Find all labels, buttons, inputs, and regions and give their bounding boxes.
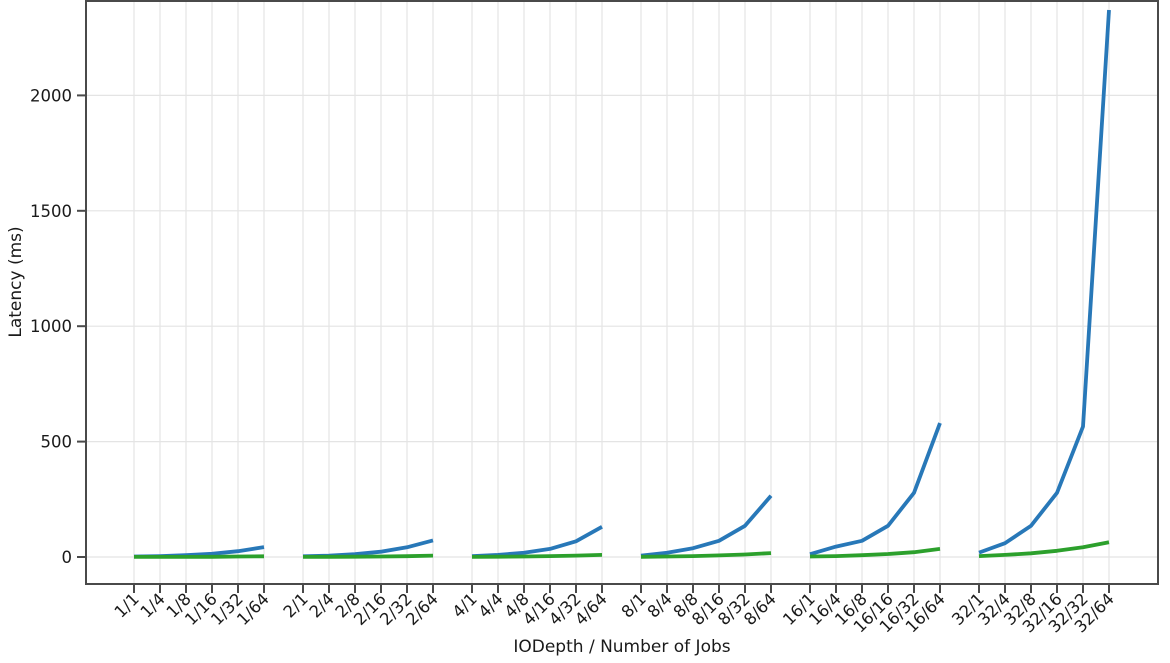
horizontal-gridlines — [86, 94, 1158, 558]
y-tick-label: 0 — [62, 548, 73, 567]
x-tick-marks — [133, 585, 1110, 593]
y-tick-marks — [77, 94, 85, 558]
y-tick-labels: 0 500 1000 1500 2000 — [30, 86, 72, 567]
series-line-green-group-3 — [640, 551, 772, 559]
y-tick-label: 2000 — [30, 86, 72, 105]
series-line-green-group-4 — [809, 547, 941, 559]
series-line-blue-group-5 — [978, 9, 1111, 555]
series-line-blue-group-3 — [640, 494, 773, 558]
x-axis-label: IODepth / Number of Jobs — [513, 637, 730, 657]
series-line-green-group-5 — [978, 540, 1110, 558]
y-axis-label: Latency (ms) — [6, 226, 26, 337]
plot-border-spines — [85, 0, 1159, 585]
vertical-gridlines — [133, 0, 1110, 584]
y-tick-label: 500 — [41, 433, 73, 452]
series-line-green-group-2 — [471, 553, 603, 559]
y-tick-label: 1000 — [30, 317, 72, 336]
series-line-blue-group-2 — [471, 525, 603, 558]
series-line-green-group-0 — [134, 554, 265, 559]
series-lines — [133, 9, 1111, 559]
series-line-green-group-1 — [302, 553, 434, 559]
y-tick-label: 1500 — [30, 202, 72, 221]
series-line-blue-group-4 — [809, 422, 942, 557]
x-tick-labels: 1/11/41/81/161/321/64 2/12/42/82/162/322/… — [111, 589, 1118, 636]
series-line-blue-group-1 — [302, 538, 434, 559]
